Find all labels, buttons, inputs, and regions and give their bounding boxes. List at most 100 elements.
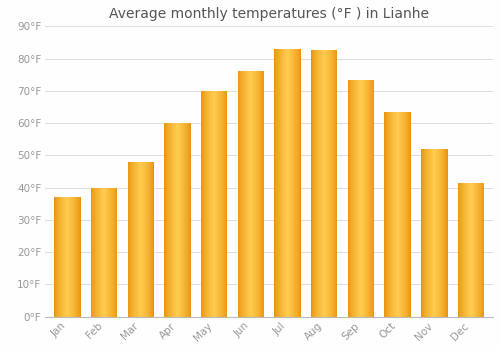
Bar xyxy=(397,112,398,317)
Bar xyxy=(326,50,327,317)
Bar xyxy=(57,197,58,317)
Bar xyxy=(240,71,241,317)
Bar xyxy=(103,188,104,317)
Bar xyxy=(74,197,75,317)
Bar xyxy=(96,188,97,317)
Bar xyxy=(110,188,111,317)
Bar xyxy=(210,91,211,317)
Bar xyxy=(92,188,93,317)
Bar xyxy=(463,183,464,317)
Bar xyxy=(100,188,101,317)
Bar xyxy=(257,71,258,317)
Bar xyxy=(166,123,167,317)
Bar xyxy=(168,123,169,317)
Bar xyxy=(432,149,433,317)
Bar xyxy=(355,79,356,317)
Bar xyxy=(483,183,484,317)
Bar xyxy=(439,149,440,317)
Bar xyxy=(472,183,473,317)
Bar xyxy=(363,79,364,317)
Bar xyxy=(242,71,243,317)
Bar xyxy=(324,50,325,317)
Bar xyxy=(243,71,244,317)
Bar xyxy=(369,79,370,317)
Bar xyxy=(106,188,107,317)
Bar xyxy=(186,123,187,317)
Bar xyxy=(205,91,206,317)
Bar xyxy=(182,123,183,317)
Bar xyxy=(388,112,389,317)
Bar xyxy=(97,188,98,317)
Bar xyxy=(360,79,361,317)
Bar xyxy=(136,162,137,317)
Bar xyxy=(466,183,467,317)
Bar xyxy=(293,49,294,317)
Bar xyxy=(348,79,349,317)
Bar xyxy=(337,50,338,317)
Bar xyxy=(445,149,446,317)
Bar xyxy=(366,79,367,317)
Bar xyxy=(393,112,394,317)
Bar xyxy=(201,91,202,317)
Bar xyxy=(334,50,335,317)
Bar xyxy=(108,188,109,317)
Bar xyxy=(260,71,261,317)
Bar xyxy=(406,112,407,317)
Bar xyxy=(98,188,99,317)
Bar xyxy=(429,149,430,317)
Bar xyxy=(214,91,215,317)
Bar xyxy=(71,197,72,317)
Bar xyxy=(440,149,441,317)
Bar xyxy=(431,149,432,317)
Bar xyxy=(319,50,320,317)
Bar xyxy=(465,183,466,317)
Bar xyxy=(95,188,96,317)
Bar xyxy=(134,162,135,317)
Bar xyxy=(372,79,373,317)
Bar xyxy=(295,49,296,317)
Bar xyxy=(208,91,209,317)
Bar xyxy=(76,197,77,317)
Bar xyxy=(145,162,146,317)
Bar xyxy=(395,112,396,317)
Bar xyxy=(58,197,59,317)
Bar xyxy=(311,50,312,317)
Bar xyxy=(262,71,263,317)
Bar xyxy=(447,149,448,317)
Bar xyxy=(323,50,324,317)
Bar xyxy=(387,112,388,317)
Bar xyxy=(224,91,226,317)
Bar xyxy=(152,162,153,317)
Bar xyxy=(462,183,463,317)
Bar xyxy=(212,91,213,317)
Bar xyxy=(404,112,405,317)
Bar xyxy=(458,183,459,317)
Bar xyxy=(481,183,482,317)
Bar xyxy=(66,197,67,317)
Bar xyxy=(241,71,242,317)
Bar xyxy=(263,71,264,317)
Bar xyxy=(353,79,354,317)
Bar xyxy=(245,71,246,317)
Bar xyxy=(354,79,355,317)
Bar xyxy=(320,50,321,317)
Bar xyxy=(129,162,130,317)
Bar xyxy=(405,112,406,317)
Bar xyxy=(460,183,461,317)
Bar xyxy=(427,149,428,317)
Bar xyxy=(325,50,326,317)
Bar xyxy=(64,197,66,317)
Bar xyxy=(255,71,256,317)
Bar xyxy=(352,79,353,317)
Bar xyxy=(358,79,359,317)
Bar xyxy=(364,79,365,317)
Bar xyxy=(373,79,374,317)
Bar xyxy=(184,123,185,317)
Bar xyxy=(471,183,472,317)
Bar xyxy=(248,71,250,317)
Bar xyxy=(226,91,227,317)
Bar xyxy=(399,112,400,317)
Bar xyxy=(285,49,286,317)
Bar xyxy=(133,162,134,317)
Bar xyxy=(286,49,287,317)
